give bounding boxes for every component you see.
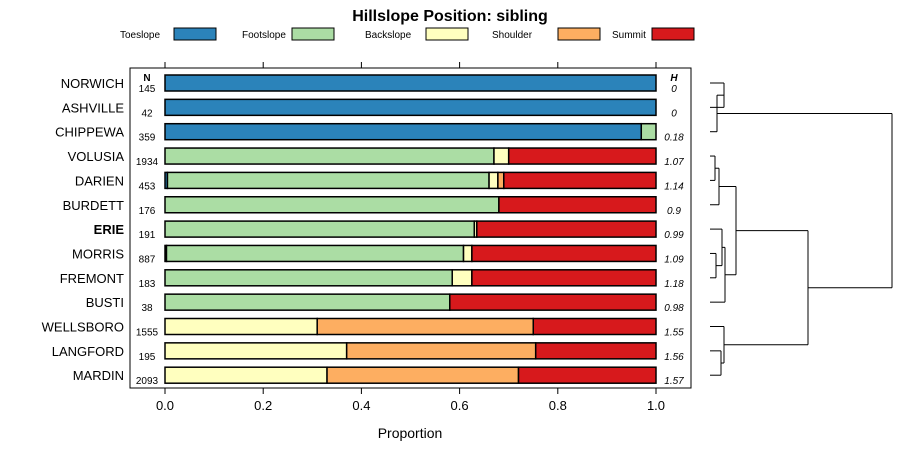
bar-ashville-toeslope xyxy=(164,98,657,117)
plot-frame xyxy=(129,67,692,389)
category-label-fremont: FREMONT xyxy=(60,271,124,286)
legend-label-backslope: Backslope xyxy=(365,30,412,41)
bar-burdett-footslope xyxy=(164,196,500,214)
category-label-chippewa: CHIPPEWA xyxy=(55,125,124,140)
bar-langford-summit xyxy=(534,342,657,360)
n-value-chippewa: 359 xyxy=(139,133,156,144)
bar-volusia-footslope xyxy=(164,147,495,165)
bar-erie-summit xyxy=(476,220,657,238)
chart-title: Hillslope Position: sibling xyxy=(352,8,548,25)
n-column-header: N xyxy=(143,73,150,84)
legend-swatch-shoulder xyxy=(557,27,601,41)
bar-langford-shoulder xyxy=(345,342,537,360)
category-label-morris: MORRIS xyxy=(72,246,124,261)
legend-label-shoulder: Shoulder xyxy=(492,30,533,41)
legend-swatch-summit xyxy=(651,27,695,41)
category-label-langford: LANGFORD xyxy=(52,344,124,359)
x-tick-label-2: 0.4 xyxy=(352,398,370,413)
h-value-burdett: 0.9 xyxy=(667,206,681,217)
n-value-mardin: 2093 xyxy=(136,376,159,387)
bar-chippewa-toeslope xyxy=(164,122,643,141)
category-label-norwich: NORWICH xyxy=(61,76,124,91)
n-value-norwich: 145 xyxy=(139,84,156,95)
x-tick-label-1: 0.2 xyxy=(254,398,272,413)
category-label-busti: BUSTI xyxy=(86,295,124,310)
legend-swatch-backslope xyxy=(425,27,469,41)
bar-fremont-backslope xyxy=(451,269,473,287)
h-value-ashville: 0 xyxy=(671,108,677,119)
x-tick-label-5: 1.0 xyxy=(647,398,665,413)
category-label-wellsboro: WELLSBORO xyxy=(42,320,124,335)
bar-volusia-summit xyxy=(507,147,657,165)
category-label-erie: ERIE xyxy=(94,222,125,237)
category-label-mardin: MARDIN xyxy=(73,368,124,383)
bar-wellsboro-summit xyxy=(532,317,657,336)
n-value-ashville: 42 xyxy=(141,108,153,119)
legend-swatch-footslope xyxy=(291,27,335,41)
bar-norwich-toeslope xyxy=(164,74,657,92)
bar-chippewa-footslope xyxy=(640,122,657,141)
bar-darien-shoulder xyxy=(497,171,505,190)
n-value-volusia: 1934 xyxy=(136,157,159,168)
bar-fremont-summit xyxy=(471,269,657,287)
h-value-busti: 0.98 xyxy=(664,303,684,314)
n-value-fremont: 183 xyxy=(139,279,156,290)
h-value-morris: 1.09 xyxy=(664,254,684,265)
n-value-wellsboro: 1555 xyxy=(136,328,159,339)
bar-wellsboro-backslope xyxy=(164,317,318,336)
h-value-wellsboro: 1.55 xyxy=(664,328,684,339)
x-tick-label-0: 0.0 xyxy=(156,398,174,413)
legend-label-toeslope: Toeslope xyxy=(120,30,160,41)
n-value-burdett: 176 xyxy=(139,206,156,217)
x-axis-label: Proportion xyxy=(378,425,443,441)
bar-morris-backslope xyxy=(462,244,473,263)
legend-label-summit: Summit xyxy=(612,30,646,41)
bar-busti-footslope xyxy=(164,293,451,311)
bar-morris-summit xyxy=(471,244,657,263)
bar-morris-footslope xyxy=(165,244,465,263)
bar-darien-footslope xyxy=(166,171,490,190)
bar-erie-footslope xyxy=(164,220,476,238)
bar-mardin-backslope xyxy=(164,366,328,384)
h-value-chippewa: 0.18 xyxy=(664,133,684,144)
legend-swatch-toeslope xyxy=(173,27,217,41)
bar-fremont-footslope xyxy=(164,269,453,287)
bar-langford-backslope xyxy=(164,342,348,360)
h-value-darien: 1.14 xyxy=(664,181,684,192)
bar-darien-backslope xyxy=(488,171,499,190)
h-value-mardin: 1.57 xyxy=(664,376,684,387)
x-axis: 0.0 0.2 0.4 0.6 0.8 1.0 xyxy=(156,62,665,413)
h-value-volusia: 1.07 xyxy=(664,157,684,168)
bar-volusia-backslope xyxy=(493,147,510,165)
bar-mardin-summit xyxy=(517,366,657,384)
bar-wellsboro-shoulder xyxy=(316,317,534,336)
n-value-busti: 38 xyxy=(141,303,153,314)
dendrogram xyxy=(710,82,893,376)
x-tick-label-4: 0.8 xyxy=(549,398,567,413)
x-tick-label-3: 0.6 xyxy=(451,398,469,413)
h-value-fremont: 1.18 xyxy=(664,279,684,290)
bar-busti-summit xyxy=(449,293,657,311)
h-column-header: H xyxy=(670,73,678,84)
h-value-erie: 0.99 xyxy=(664,230,684,241)
category-label-darien: DARIEN xyxy=(75,173,124,188)
h-value-langford: 1.56 xyxy=(664,352,684,363)
n-value-erie: 191 xyxy=(139,230,156,241)
bars-group: NORWICH 145 0 ASHVILLE 42 0 CHIPPEWA 359 0.18 VOL… xyxy=(42,74,684,387)
bar-burdett-summit xyxy=(498,196,657,214)
h-value-norwich: 0 xyxy=(671,84,677,95)
n-value-darien: 453 xyxy=(139,181,156,192)
bar-darien-summit xyxy=(503,171,657,190)
category-label-burdett: BURDETT xyxy=(63,198,124,213)
n-value-langford: 195 xyxy=(139,352,156,363)
bar-mardin-shoulder xyxy=(326,366,520,384)
legend: Toeslope Footslope Backslope Shoulder Summit xyxy=(120,27,695,41)
category-label-ashville: ASHVILLE xyxy=(62,100,124,115)
legend-label-footslope: Footslope xyxy=(242,30,286,41)
category-label-volusia: VOLUSIA xyxy=(68,149,125,164)
n-value-morris: 887 xyxy=(139,254,156,265)
